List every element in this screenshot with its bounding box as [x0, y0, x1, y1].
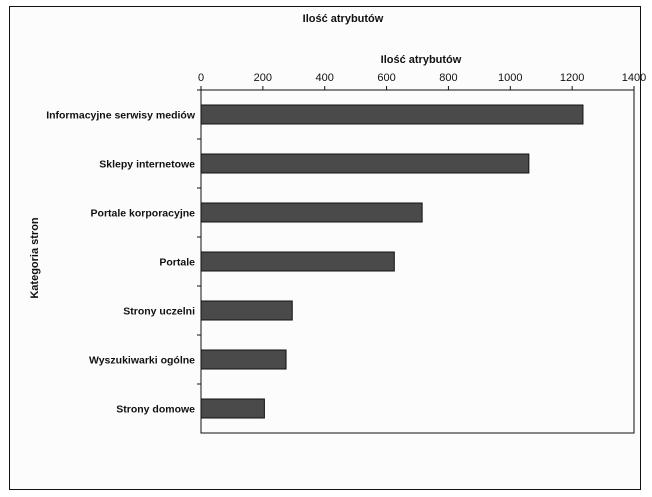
bar	[200, 398, 265, 419]
x-tick-label: 1000	[498, 72, 522, 84]
bar	[200, 104, 584, 125]
category-label: Informacyjne serwisy mediów	[46, 110, 196, 122]
category-label: Portale	[159, 257, 195, 269]
x-tick-label: 1200	[560, 72, 584, 84]
bar	[200, 153, 530, 174]
chart-title: Ilość atrybutów	[303, 13, 384, 25]
x-tick-label: 400	[316, 72, 334, 84]
x-tick-label: 600	[377, 72, 395, 84]
category-label: Strony domowe	[116, 404, 195, 416]
category-label: Wyszukiwarki ogólne	[89, 355, 195, 367]
bar	[200, 202, 423, 223]
y-axis-title: Kategoria stron	[29, 217, 41, 299]
x-tick-label: 800	[439, 72, 457, 84]
x-tick-label: 200	[254, 72, 272, 84]
category-label: Strony uczelni	[123, 306, 195, 318]
x-tick-label: 1400	[622, 72, 646, 84]
category-label: Sklepy internetowe	[99, 159, 195, 171]
x-axis-title: Ilość atrybutów	[381, 54, 462, 66]
plot-area: 0 200 400 600 800 1000 1200 1400 Informacyjne se…	[46, 72, 646, 434]
category-label: Portale korporacyjne	[91, 208, 196, 220]
bar	[200, 349, 287, 370]
bar	[200, 251, 395, 272]
x-tick-label: 0	[198, 72, 204, 84]
bar	[200, 300, 293, 321]
